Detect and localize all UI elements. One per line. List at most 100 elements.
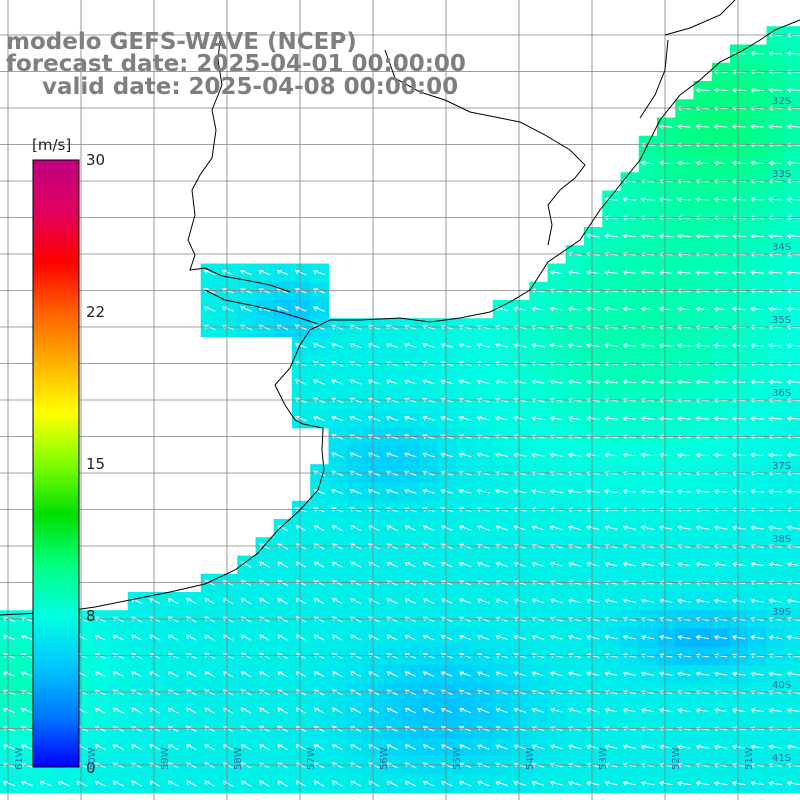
wind-arrow: [131, 725, 143, 732]
wind-arrow: [386, 652, 398, 659]
wind-arrow: [513, 671, 527, 677]
wind-arrow: [658, 270, 673, 275]
wind-arrow: [313, 306, 325, 312]
wind-arrow: [531, 343, 545, 348]
wind-arrow: [640, 781, 655, 786]
wind-arrow: [422, 343, 435, 348]
wind-arrow: [276, 306, 289, 312]
wind-arrow: [295, 780, 307, 787]
wind-arrow: [459, 781, 472, 787]
wind-arrow: [695, 525, 709, 531]
longitude-label: 53W: [598, 747, 609, 770]
wind-arrow: [731, 489, 746, 494]
wind-arrow: [404, 543, 417, 550]
wind-arrow: [677, 708, 691, 713]
wind-arrow: [350, 652, 362, 659]
wind-arrow: [713, 525, 728, 531]
wind-arrow: [622, 379, 637, 385]
wind-arrow: [549, 598, 563, 604]
wind-arrow: [476, 452, 490, 458]
coastline: [0, 19, 800, 616]
wind-arrow: [586, 525, 600, 531]
wind-arrow: [768, 270, 783, 275]
wind-arrow: [295, 597, 307, 605]
wind-arrow: [513, 598, 527, 604]
wind-arrow: [604, 343, 618, 348]
latitude-labels: 32S 33S 34S 35S 36S 37S 38S 39S 40S 41S: [772, 96, 791, 764]
wind-arrow: [531, 580, 545, 586]
wind-arrow: [222, 743, 234, 751]
wind-arrow: [531, 306, 545, 312]
wind-arrow: [2, 726, 15, 732]
wind-arrow: [585, 306, 600, 312]
wind-arrow: [149, 707, 161, 714]
wind-arrow: [531, 616, 545, 622]
wind-arrow: [258, 269, 271, 276]
wind-arrow: [658, 233, 673, 239]
wind-arrow: [112, 671, 124, 677]
wind-arrow: [350, 762, 362, 769]
wind-arrow: [586, 653, 600, 658]
wind-arrow: [604, 525, 618, 531]
field-cell: [784, 738, 800, 757]
wind-arrow: [368, 561, 380, 568]
wind-arrow: [367, 343, 380, 349]
wind-arrow: [331, 488, 344, 495]
wind-arrow: [768, 525, 782, 531]
wind-arrow: [531, 708, 545, 713]
wind-arrow: [386, 579, 398, 586]
wind-arrow: [404, 744, 417, 750]
wind-arrow: [568, 689, 582, 695]
wind-arrow: [604, 416, 618, 421]
wind-arrow: [458, 489, 472, 494]
wind-arrow: [750, 744, 764, 750]
wind-arrow: [2, 635, 15, 640]
wind-arrow: [404, 707, 417, 714]
wind-arrow: [786, 51, 800, 56]
wind-arrow: [404, 416, 417, 421]
wind-arrow: [350, 689, 362, 696]
wind-arrow: [2, 762, 15, 768]
wind-arrow: [750, 598, 764, 604]
wind-arrow: [640, 744, 655, 750]
wind-arrow: [313, 342, 325, 349]
wind-arrow: [204, 670, 215, 678]
wind-arrow: [459, 598, 472, 604]
field-cell: [784, 555, 800, 575]
wind-arrow: [459, 635, 472, 641]
wind-arrow: [331, 634, 343, 641]
wind-arrow: [549, 270, 563, 275]
wind-arrow: [549, 306, 563, 312]
wind-arrow: [277, 634, 288, 641]
wind-arrow: [695, 744, 709, 750]
wind-arrow: [750, 525, 764, 531]
field-cell: [784, 683, 800, 703]
wind-arrow: [404, 689, 417, 696]
wind-arrow: [713, 233, 728, 239]
wind-arrow: [494, 379, 509, 385]
longitude-label: 59W: [160, 747, 171, 770]
latitude-label: 36S: [772, 388, 791, 399]
wind-arrow: [385, 452, 399, 458]
wind-arrow: [604, 270, 618, 275]
longitude-label: 54W: [525, 747, 536, 770]
wind-arrow: [367, 379, 380, 385]
wind-arrow: [131, 616, 143, 623]
wind-arrow: [731, 343, 746, 348]
wind-arrow: [768, 781, 782, 786]
wind-arrow: [713, 744, 728, 750]
field-cell: [784, 592, 800, 611]
wind-arrow: [222, 780, 234, 787]
wind-arrow: [222, 634, 234, 641]
wind-arrow: [768, 51, 783, 56]
wind-arrow: [186, 743, 197, 751]
wind-arrow: [76, 780, 88, 787]
colorbar-gradient: [32, 159, 80, 768]
wind-arrow: [568, 726, 582, 731]
wind-arrow: [713, 781, 728, 786]
wind-arrow: [549, 635, 563, 640]
wind-arrow: [440, 707, 453, 714]
wind-arrow: [513, 781, 527, 786]
wind-arrow: [277, 707, 288, 714]
wind-arrow: [112, 616, 124, 623]
